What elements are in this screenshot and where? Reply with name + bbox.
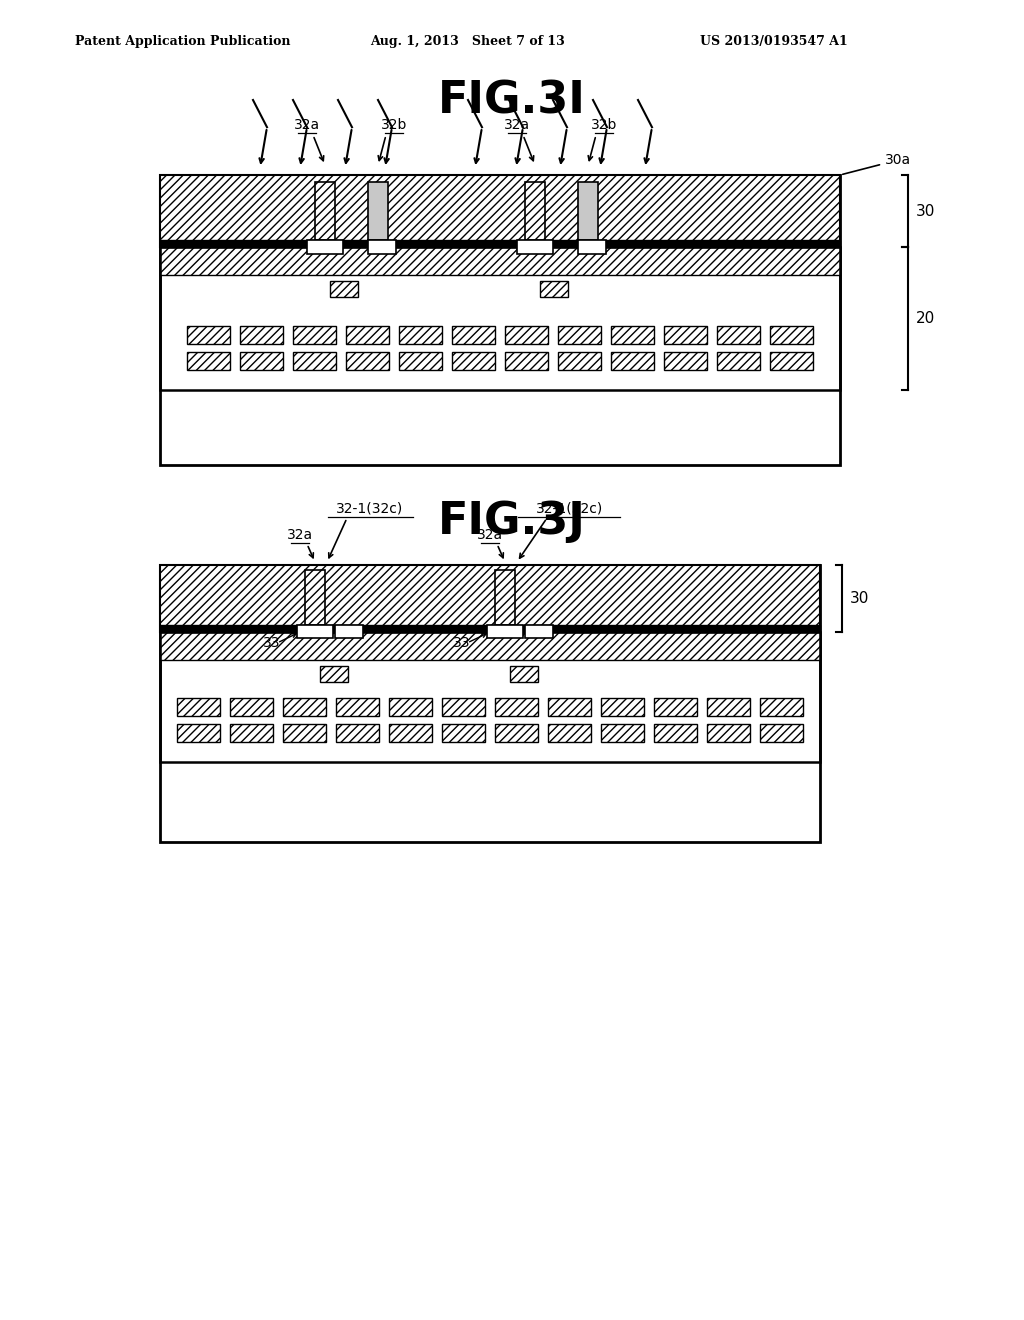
Bar xyxy=(558,352,601,370)
Bar xyxy=(160,176,840,247)
Bar xyxy=(760,723,803,742)
Bar xyxy=(717,352,760,370)
Bar xyxy=(717,326,760,345)
Text: FIG.3I: FIG.3I xyxy=(438,81,586,123)
Text: 33: 33 xyxy=(263,636,281,649)
Text: 20: 20 xyxy=(916,312,935,326)
Bar xyxy=(495,698,538,715)
Bar xyxy=(510,667,538,682)
Bar xyxy=(160,632,820,762)
Bar xyxy=(368,240,396,253)
Bar xyxy=(389,723,432,742)
Bar xyxy=(389,698,432,715)
Bar xyxy=(601,723,644,742)
Bar xyxy=(654,698,697,715)
Text: 33: 33 xyxy=(453,636,470,649)
Bar xyxy=(240,352,283,370)
Bar xyxy=(707,698,750,715)
Bar xyxy=(601,698,644,715)
Bar xyxy=(187,326,230,345)
Bar xyxy=(770,326,813,345)
Bar xyxy=(399,352,442,370)
Bar xyxy=(525,182,545,240)
Bar xyxy=(517,240,553,253)
Bar xyxy=(495,570,515,624)
Bar xyxy=(293,352,336,370)
Bar xyxy=(315,182,335,240)
Bar xyxy=(611,326,654,345)
Bar xyxy=(442,698,485,715)
Bar xyxy=(160,176,840,465)
Bar xyxy=(578,182,598,240)
Bar xyxy=(307,240,343,253)
Bar xyxy=(335,624,362,638)
Bar xyxy=(305,570,325,624)
Text: 32a: 32a xyxy=(477,528,503,543)
Text: 30: 30 xyxy=(916,203,935,219)
Bar xyxy=(283,723,326,742)
Bar xyxy=(548,723,591,742)
Bar xyxy=(336,698,379,715)
Text: 32a: 32a xyxy=(504,117,530,132)
Bar xyxy=(578,240,606,253)
Bar xyxy=(336,723,379,742)
Text: FIG.3J: FIG.3J xyxy=(438,500,586,543)
Bar xyxy=(505,326,548,345)
Bar xyxy=(525,624,553,638)
Text: 30: 30 xyxy=(850,591,869,606)
Bar xyxy=(297,624,333,638)
Bar xyxy=(293,326,336,345)
Text: 32a: 32a xyxy=(287,528,313,543)
Bar xyxy=(160,247,840,275)
Bar xyxy=(160,624,820,632)
Bar xyxy=(368,182,388,240)
Bar xyxy=(230,723,273,742)
Bar xyxy=(240,326,283,345)
Bar xyxy=(283,698,326,715)
Bar xyxy=(442,723,485,742)
Bar xyxy=(452,326,495,345)
Text: 32a: 32a xyxy=(294,117,321,132)
Bar xyxy=(346,352,389,370)
Bar xyxy=(177,698,220,715)
Text: 32-1(32c): 32-1(32c) xyxy=(336,502,403,516)
Bar xyxy=(452,352,495,370)
Bar xyxy=(770,352,813,370)
Text: 30a: 30a xyxy=(843,153,911,174)
Bar xyxy=(487,624,523,638)
Bar xyxy=(495,723,538,742)
Bar xyxy=(664,326,707,345)
Text: Patent Application Publication: Patent Application Publication xyxy=(75,36,291,48)
Text: 32-1(32c): 32-1(32c) xyxy=(537,502,603,516)
Bar xyxy=(230,698,273,715)
Bar xyxy=(664,352,707,370)
Bar xyxy=(160,565,820,842)
Bar xyxy=(399,326,442,345)
Bar xyxy=(707,723,750,742)
Bar xyxy=(654,723,697,742)
Text: 32b: 32b xyxy=(591,117,617,132)
Text: 32b: 32b xyxy=(381,117,408,132)
Bar xyxy=(558,326,601,345)
Text: Aug. 1, 2013   Sheet 7 of 13: Aug. 1, 2013 Sheet 7 of 13 xyxy=(370,36,565,48)
Bar xyxy=(177,723,220,742)
Bar xyxy=(330,281,358,297)
Bar xyxy=(540,281,568,297)
Bar xyxy=(160,240,840,247)
Bar xyxy=(505,352,548,370)
Bar xyxy=(160,565,820,632)
Bar xyxy=(760,698,803,715)
Bar xyxy=(160,632,820,660)
Bar xyxy=(319,667,348,682)
Bar xyxy=(187,352,230,370)
Text: US 2013/0193547 A1: US 2013/0193547 A1 xyxy=(700,36,848,48)
Bar xyxy=(346,326,389,345)
Bar xyxy=(160,247,840,389)
Bar xyxy=(611,352,654,370)
Bar xyxy=(548,698,591,715)
